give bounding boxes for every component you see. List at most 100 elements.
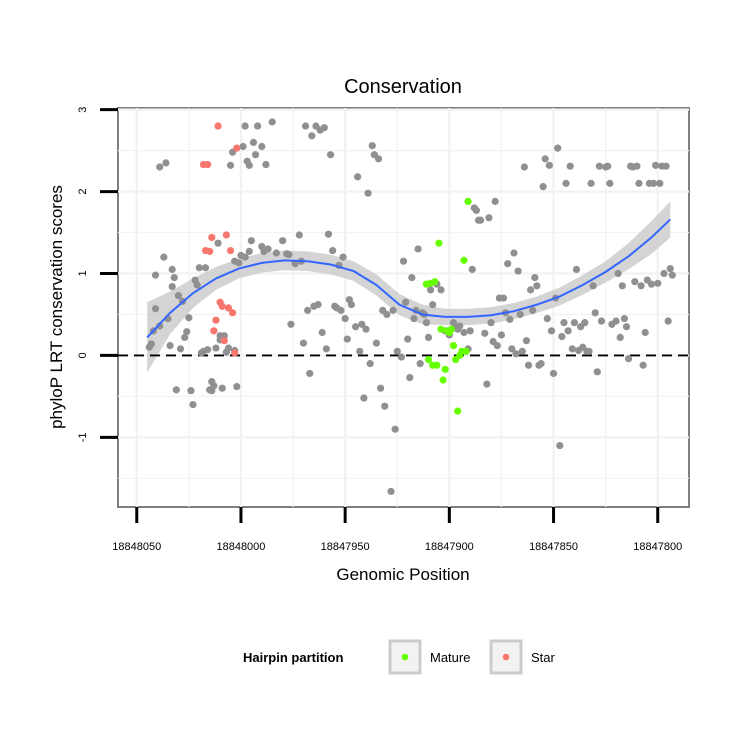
point-other bbox=[368, 142, 376, 150]
point-other bbox=[314, 301, 322, 309]
point-other bbox=[397, 353, 406, 361]
point-other bbox=[437, 286, 445, 294]
point-other bbox=[585, 347, 593, 355]
point-other bbox=[235, 259, 243, 267]
point-other bbox=[637, 282, 645, 290]
point-other bbox=[504, 260, 512, 268]
point-mature bbox=[433, 361, 441, 369]
point-other bbox=[568, 345, 576, 353]
point-other bbox=[472, 206, 481, 215]
point-other bbox=[295, 231, 303, 239]
point-other bbox=[593, 368, 601, 376]
point-other bbox=[483, 380, 491, 388]
point-other bbox=[547, 327, 556, 335]
point-other bbox=[308, 132, 316, 140]
point-other bbox=[170, 273, 178, 282]
point-other bbox=[522, 337, 531, 345]
point-other bbox=[151, 271, 160, 279]
point-other bbox=[176, 345, 185, 353]
point-other bbox=[376, 384, 385, 392]
point-other bbox=[329, 246, 337, 255]
point-other bbox=[389, 306, 397, 314]
point-other bbox=[301, 122, 310, 130]
point-other bbox=[406, 373, 414, 382]
point-other bbox=[541, 155, 549, 163]
point-other bbox=[499, 294, 508, 302]
point-mature bbox=[454, 407, 462, 415]
y-tick-label: 1 bbox=[77, 270, 89, 276]
point-other bbox=[527, 286, 535, 294]
point-other bbox=[245, 161, 253, 169]
point-other bbox=[660, 269, 668, 278]
point-mature bbox=[460, 256, 468, 264]
point-other bbox=[589, 282, 597, 290]
point-other bbox=[652, 161, 660, 169]
y-tick-label: 0 bbox=[77, 352, 89, 358]
point-other bbox=[241, 253, 249, 261]
legend-label-mature: Mature bbox=[430, 650, 470, 665]
point-other bbox=[372, 339, 381, 347]
point-other bbox=[635, 179, 643, 187]
point-mature bbox=[439, 376, 447, 384]
points-layer bbox=[145, 118, 676, 496]
point-other bbox=[537, 360, 545, 368]
point-other bbox=[466, 327, 474, 335]
point-other bbox=[531, 273, 539, 282]
point-other bbox=[360, 394, 368, 402]
point-other bbox=[668, 271, 676, 279]
point-other bbox=[374, 155, 383, 163]
point-other bbox=[245, 247, 253, 255]
point-other bbox=[262, 160, 270, 169]
point-other bbox=[364, 189, 372, 197]
point-other bbox=[254, 122, 262, 130]
point-other bbox=[656, 179, 664, 187]
point-other bbox=[570, 319, 578, 327]
point-other bbox=[195, 264, 203, 272]
point-other bbox=[354, 173, 362, 181]
point-other bbox=[641, 328, 649, 337]
y-tick-label: 2 bbox=[77, 189, 89, 195]
point-other bbox=[514, 267, 522, 275]
point-other bbox=[647, 280, 656, 288]
point-other bbox=[664, 317, 672, 325]
x-tick-label: 18848050 bbox=[112, 541, 161, 553]
point-other bbox=[487, 319, 495, 327]
point-mature bbox=[441, 365, 449, 373]
point-other bbox=[595, 162, 603, 170]
point-other bbox=[662, 162, 670, 170]
y-axis-title: phyloP LRT conservation scores bbox=[47, 185, 66, 429]
smooth-line bbox=[146, 218, 671, 339]
legend-dot-mature bbox=[401, 653, 409, 661]
point-other bbox=[251, 151, 260, 159]
point-other bbox=[339, 253, 347, 261]
point-other bbox=[649, 179, 658, 187]
point-other bbox=[156, 163, 164, 171]
point-other bbox=[410, 314, 418, 323]
point-other bbox=[356, 347, 364, 355]
point-other bbox=[183, 328, 191, 336]
x-tick-label: 18847800 bbox=[633, 541, 682, 553]
point-mature bbox=[437, 325, 445, 333]
point-other bbox=[337, 306, 345, 314]
point-other bbox=[366, 360, 374, 368]
point-star bbox=[204, 160, 212, 169]
point-other bbox=[272, 249, 280, 257]
x-tick-label: 18847950 bbox=[321, 541, 370, 553]
point-other bbox=[174, 292, 183, 300]
legend: Hairpin partition Mature Star bbox=[243, 639, 556, 675]
point-other bbox=[581, 319, 589, 327]
y-axis: -1 0 1 2 3 bbox=[77, 107, 118, 442]
point-other bbox=[554, 144, 562, 152]
point-other bbox=[518, 347, 526, 355]
point-other bbox=[264, 245, 272, 253]
legend-label-star: Star bbox=[531, 650, 556, 665]
point-other bbox=[343, 335, 351, 343]
point-other bbox=[524, 361, 533, 369]
chart-title: Conservation bbox=[344, 76, 462, 98]
point-other bbox=[416, 360, 424, 368]
point-other bbox=[214, 239, 222, 247]
point-other bbox=[520, 163, 528, 171]
point-other bbox=[189, 400, 197, 409]
point-other bbox=[481, 329, 489, 337]
